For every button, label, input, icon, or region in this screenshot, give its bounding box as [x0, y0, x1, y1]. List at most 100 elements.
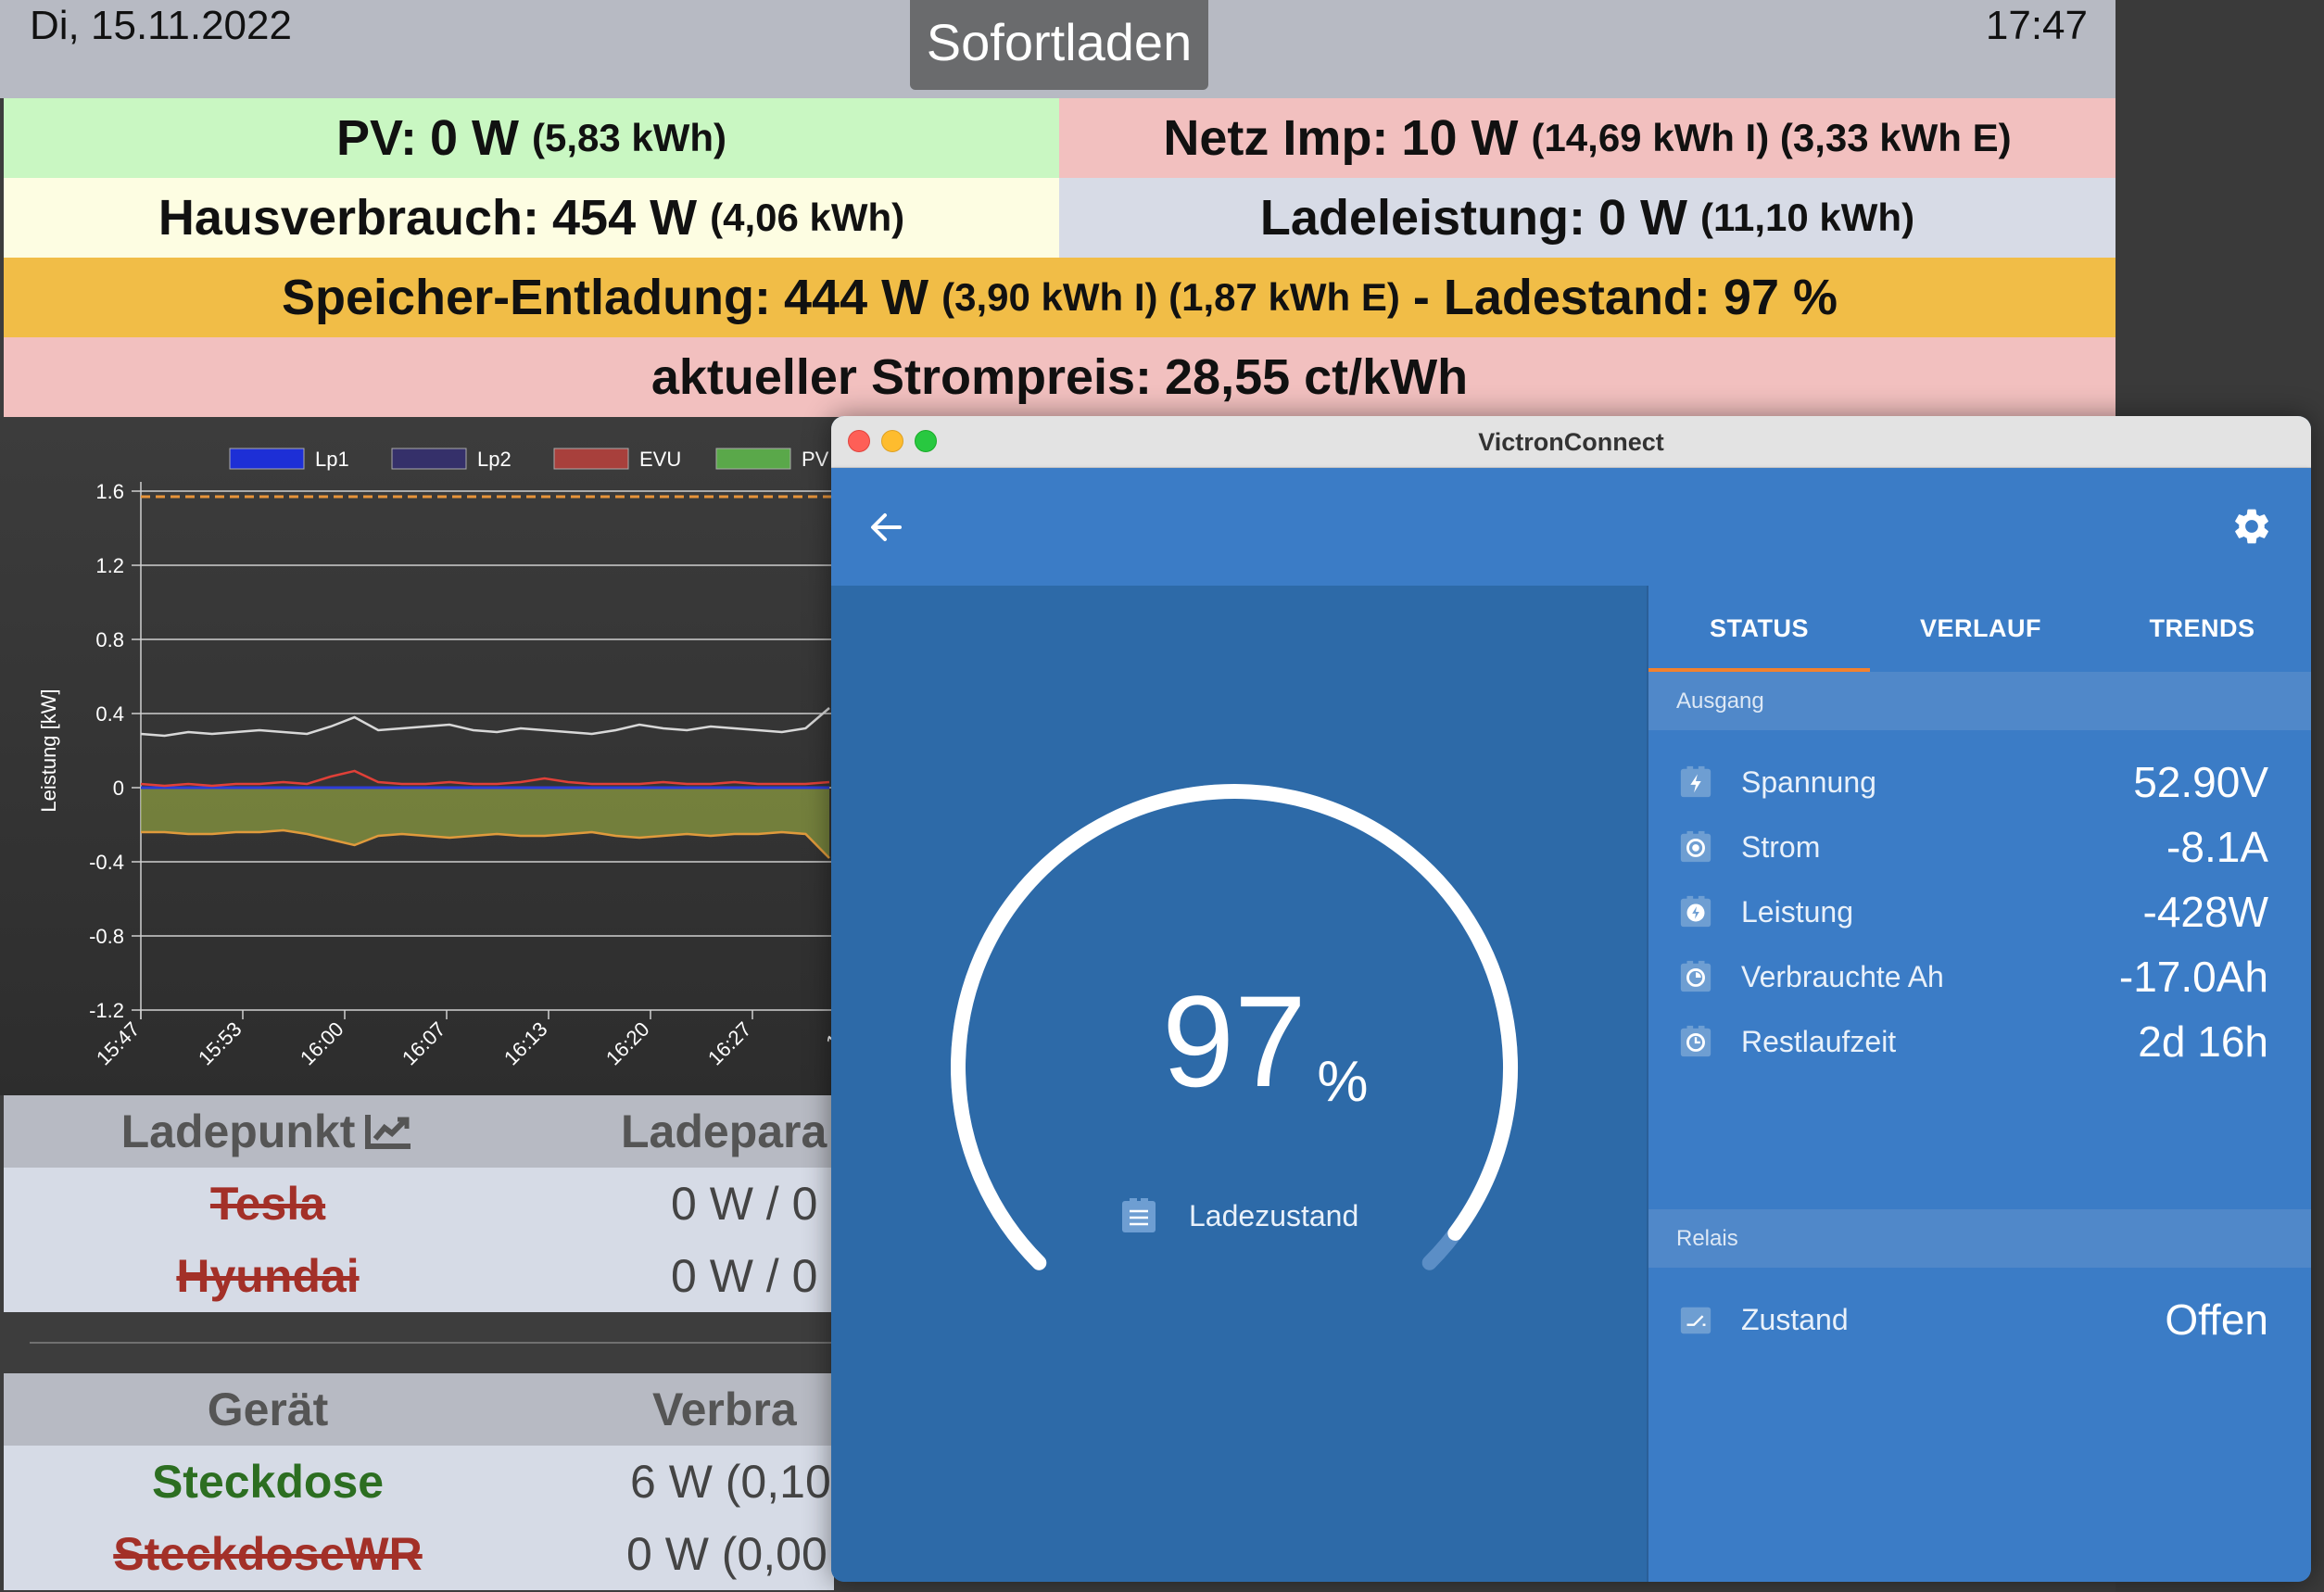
house-energy: (4,06 kWh): [710, 196, 905, 239]
y-tick-label: 1.6: [95, 480, 124, 503]
chart-line-icon: [365, 1115, 411, 1149]
gauge-pane: 97 % Ladezustand: [831, 586, 1647, 1582]
window-titlebar[interactable]: VictronConnect: [831, 416, 2311, 468]
verbrauchte-ah-label: Verbrauchte Ah: [1741, 959, 1944, 993]
ladepunkt-hyundai-name: Hyundai: [176, 1250, 360, 1302]
spannung-label: Spannung: [1741, 764, 1876, 799]
grid-energy: (14,69 kWh I) (3,33 kWh E): [1531, 116, 2012, 159]
battery-current-icon: [1680, 830, 1711, 863]
app-bar: [831, 468, 2311, 586]
battery-list-icon: [1122, 1198, 1156, 1232]
divider: [30, 1342, 834, 1344]
zustand-value: Offen: [2165, 1295, 2268, 1344]
area-speicher: [141, 788, 829, 858]
zustand-label: Zustand: [1741, 1302, 1849, 1336]
window-title: VictronConnect: [1478, 428, 1664, 456]
table-row[interactable]: SteckdoseWR 0 W (0,00: [4, 1518, 834, 1590]
y-tick-label: 1.2: [95, 554, 124, 577]
storage-soc-label: - Ladestand:: [1412, 270, 1711, 325]
y-tick-label: 0: [113, 777, 124, 800]
geraet-steckdose-name: Steckdose: [151, 1456, 385, 1508]
section-relay: Relais: [1648, 1209, 2311, 1268]
y-tick-label: 0.4: [95, 702, 124, 726]
legend-label-pv[interactable]: PV: [802, 448, 829, 471]
verbrauchte-ah-value: -17.0Ah: [2118, 953, 2268, 1001]
legend-swatch-evu[interactable]: [553, 448, 629, 470]
battery-power-icon: [1680, 895, 1711, 928]
y-tick-label: -1.2: [89, 999, 124, 1022]
geraete-header-usage: Verbra: [652, 1384, 797, 1435]
geraet-steckdose-value: 6 W (0,10: [630, 1456, 831, 1508]
table-row[interactable]: Steckdose 6 W (0,10: [4, 1446, 834, 1518]
charging-label: Ladeleistung:: [1259, 190, 1585, 246]
close-window-button[interactable]: [848, 430, 870, 452]
gauge-caption: Ladezustand: [1120, 1197, 1358, 1234]
x-tick-label: 15:47: [92, 1017, 145, 1070]
legend-swatch-lp1[interactable]: [229, 448, 305, 470]
gear-icon[interactable]: [2230, 505, 2273, 548]
house-cell: Hausverbrauch: 454 W (4,06 kWh): [4, 178, 1059, 258]
grid-value: 10 W: [1401, 110, 1519, 166]
legend-label-evu[interactable]: EVU: [639, 448, 681, 471]
legend-swatch-pv[interactable]: [715, 448, 791, 470]
gauge-fill: [951, 783, 1518, 1270]
leistung-value: -428W: [2142, 888, 2268, 936]
legend-label-lp1[interactable]: Lp1: [315, 448, 349, 471]
x-tick-label: 15:53: [194, 1017, 246, 1070]
legend-swatch-lp2[interactable]: [391, 448, 467, 470]
ladepunkt-hyundai-value: 0 W / 0: [671, 1250, 818, 1302]
x-tick-label: 16:20: [601, 1017, 654, 1070]
tab-trends[interactable]: TRENDS: [2149, 614, 2255, 642]
list-item-leistung[interactable]: Leistung -428W: [1648, 860, 2311, 964]
back-arrow-icon[interactable]: [866, 507, 907, 548]
section-output: Ausgang: [1648, 672, 2311, 730]
ladepunkt-header-name[interactable]: Ladepunkt: [4, 1095, 532, 1168]
gauge-unit: %: [1317, 1050, 1368, 1114]
top-bar: Di, 15.11.2022 Sofortladen 17:47: [0, 0, 2116, 98]
storage-value: 444 W: [784, 270, 929, 325]
y-tick-label: -0.4: [89, 851, 124, 874]
series-line-speicher: [141, 828, 830, 859]
ladepunkt-table: Ladepunkt Ladepara Tesla 0 W / 0 Hyundai…: [4, 1095, 834, 1312]
legend-label-lp2[interactable]: Lp2: [477, 448, 512, 471]
chart-legend: Lp1 Lp2 EVU PV: [229, 448, 903, 471]
table-row[interactable]: Hyundai 0 W / 0: [4, 1240, 834, 1312]
charging-value: 0 W: [1598, 190, 1687, 246]
series-line-evu: [140, 769, 830, 788]
grid-cell: Netz Imp: 10 W (14,69 kWh I) (3,33 kWh E…: [1059, 98, 2116, 178]
date-label: Di, 15.11.2022: [30, 3, 292, 48]
ladepunkt-header-label: Ladepunkt: [120, 1106, 356, 1157]
leistung-label: Leistung: [1741, 894, 1853, 929]
strom-label: Strom: [1741, 829, 1821, 864]
power-chart: Lp1 Lp2 EVU PV Leistung [kW] 1.6 1.2 0.8 0.4 0 -…: [0, 417, 903, 1095]
ladepunkt-tesla-value: 0 W / 0: [671, 1178, 818, 1230]
storage-label: Speicher-Entladung:: [281, 270, 772, 325]
storage-energy: (3,90 kWh I) (1,87 kWh E): [941, 275, 1400, 319]
victron-window: VictronConnect 97 % Ladezustand STATUS: [831, 416, 2311, 1582]
pv-energy: (5,83 kWh): [532, 116, 727, 159]
zoom-window-button[interactable]: [915, 430, 937, 452]
status-pane: STATUS VERLAUF TRENDS Ausgang Spannung 5…: [1647, 586, 2311, 1582]
tab-status[interactable]: STATUS: [1710, 614, 1809, 642]
list-item-restlaufzeit[interactable]: Restlaufzeit 2d 16h: [1648, 990, 2311, 1093]
pv-label: PV:: [335, 110, 417, 166]
grid-label: Netz Imp:: [1163, 110, 1389, 166]
list-item-zustand[interactable]: Zustand Offen: [1648, 1268, 2311, 1371]
strom-value: -8.1A: [2166, 823, 2268, 871]
relay-icon: [1680, 1307, 1711, 1334]
minimize-window-button[interactable]: [881, 430, 903, 452]
tab-verlauf[interactable]: VERLAUF: [1920, 614, 2041, 642]
price-label: aktueller Strompreis:: [650, 349, 1153, 405]
list-item-strom[interactable]: Strom -8.1A: [1648, 795, 2311, 899]
geraet-steckdosewr-name: SteckdoseWR: [113, 1528, 423, 1580]
charge-mode-button[interactable]: Sofortladen: [910, 0, 1208, 90]
list-item-verbrauchte-ah[interactable]: Verbrauchte Ah -17.0Ah: [1648, 925, 2311, 1029]
ladepunkt-tesla-name: Tesla: [209, 1178, 326, 1230]
chart-y-ticks: 1.6 1.2 0.8 0.4 0 -0.4 -0.8 -1.2: [89, 480, 124, 1022]
charging-energy: (11,10 kWh): [1699, 196, 1915, 239]
table-row[interactable]: Tesla 0 W / 0: [4, 1168, 834, 1240]
pv-cell: PV: 0 W (5,83 kWh): [4, 98, 1059, 178]
chart-y-axis-label: Leistung [kW]: [37, 689, 60, 812]
list-item-spannung[interactable]: Spannung 52.90V: [1648, 730, 2311, 834]
clock-label: 17:47: [1985, 3, 2088, 48]
